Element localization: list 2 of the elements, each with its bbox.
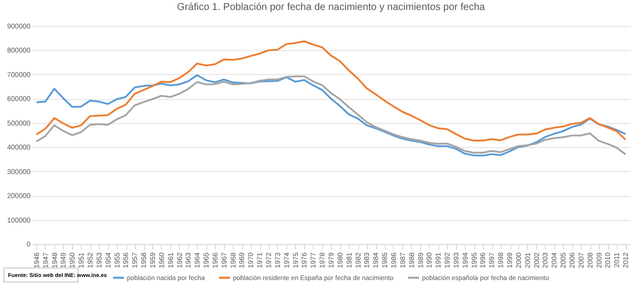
line-series	[36, 40, 626, 142]
chart-title: Gráfico 1. Población por fecha de nacimiento y nacimientos por fecha	[177, 2, 486, 13]
